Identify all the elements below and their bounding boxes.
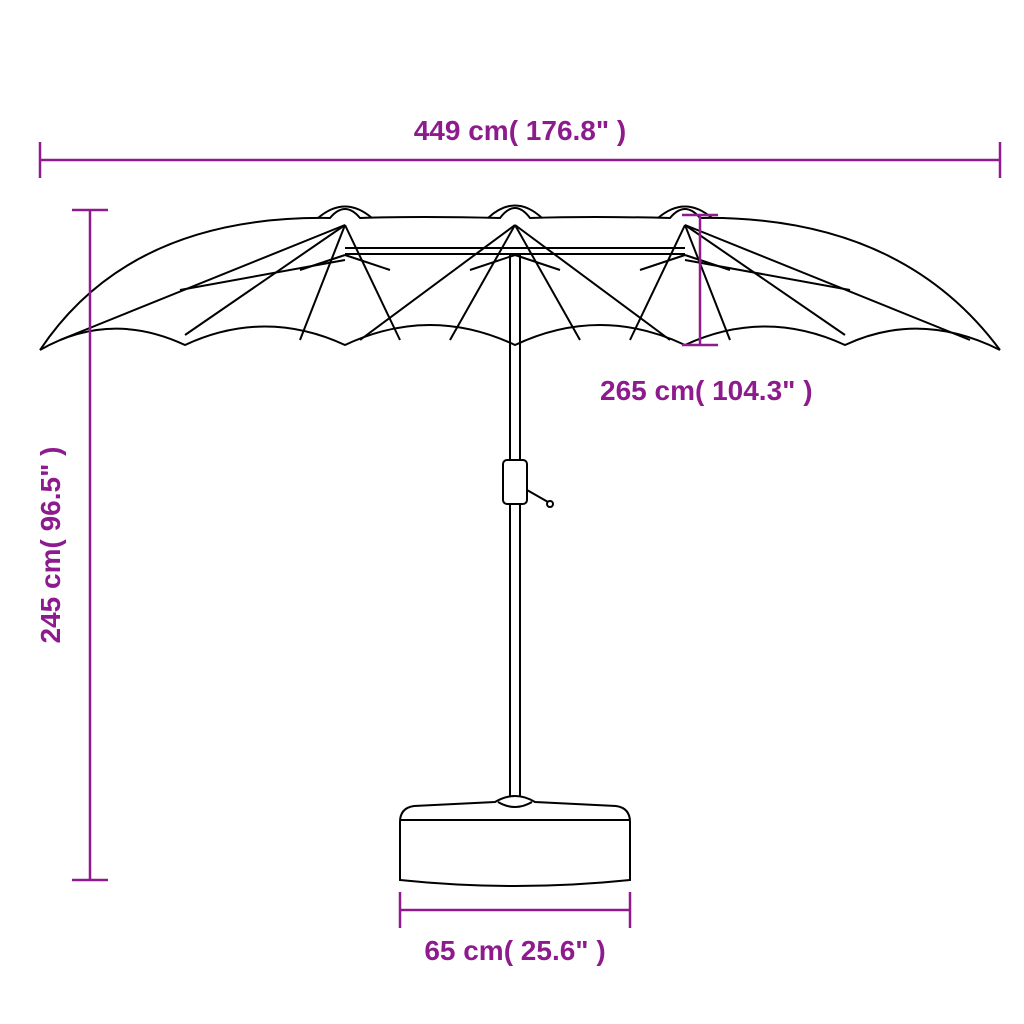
dim-depth-label: 265 cm( 104.3" )	[600, 375, 813, 406]
dim-height-label: 245 cm( 96.5" )	[35, 447, 66, 644]
dim-width-label: 449 cm( 176.8" )	[414, 115, 627, 146]
dim-width: 449 cm( 176.8" )	[40, 115, 1000, 178]
dim-base: 65 cm( 25.6" )	[400, 892, 630, 966]
dimension-diagram: 449 cm( 176.8" ) 245 cm( 96.5" ) 265 cm(…	[0, 0, 1024, 1024]
product-outline	[40, 206, 1000, 887]
dim-base-label: 65 cm( 25.6" )	[424, 935, 605, 966]
